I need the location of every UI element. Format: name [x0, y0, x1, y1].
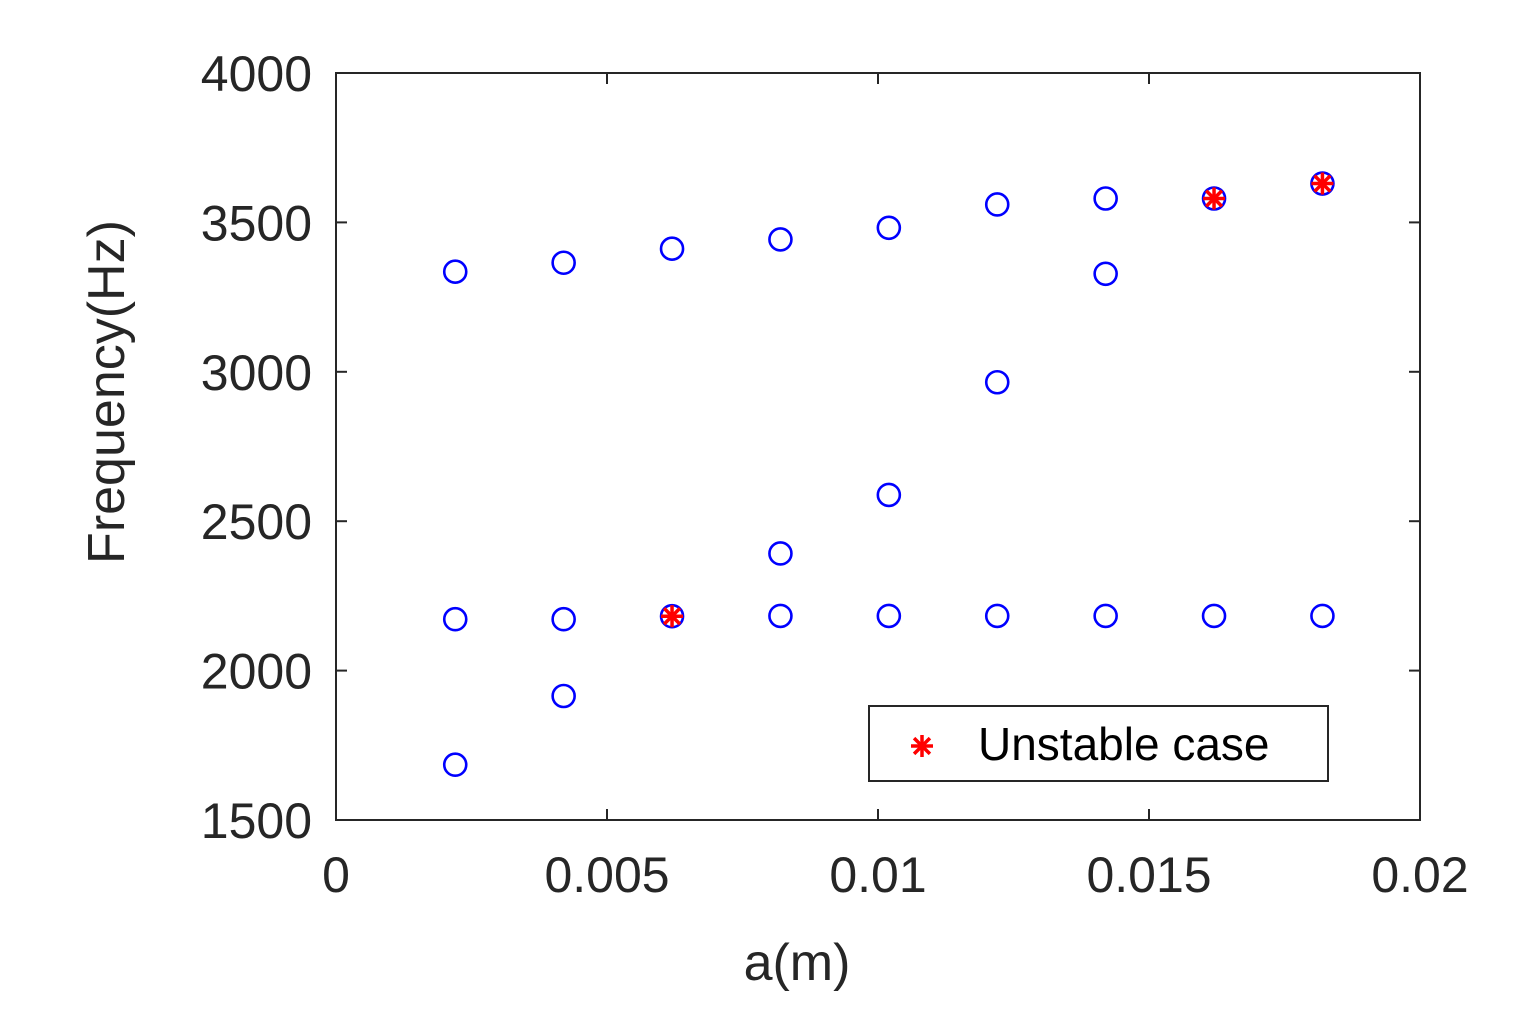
y-tick-label: 3000	[201, 345, 312, 401]
data-point-circle	[1310, 603, 1335, 629]
data-point-circle	[768, 541, 793, 566]
data-point-circle	[551, 606, 576, 632]
legend-label: Unstable case	[978, 718, 1270, 770]
data-point-circle	[1093, 186, 1118, 211]
y-tick-label: 2000	[201, 644, 312, 700]
legend-asterisk-icon	[911, 735, 933, 757]
x-tick-label: 0.01	[829, 847, 926, 903]
x-tick-label: 0.015	[1086, 847, 1211, 903]
data-point-asterisk	[1203, 187, 1226, 210]
data-point-circle	[768, 603, 793, 629]
data-point-circle	[876, 603, 902, 629]
x-tick-label: 0.02	[1371, 847, 1468, 903]
data-point-asterisk	[661, 605, 684, 628]
data-point-circle	[442, 259, 468, 285]
data-point-circle	[984, 192, 1010, 217]
y-tick-label: 4000	[201, 46, 312, 102]
data-point-circle	[1093, 603, 1118, 629]
data-point-circle	[551, 250, 576, 276]
data-point-circle	[984, 369, 1010, 395]
y-axis: 1500 2000 2500 3000 3500 4000	[201, 46, 1420, 849]
data-point-circle	[1201, 603, 1227, 629]
data-point-circle	[984, 603, 1010, 629]
x-tick-label: 0	[322, 847, 350, 903]
data-point-asterisk	[1311, 172, 1334, 195]
data-point-circle	[659, 236, 685, 261]
y-axis-title: Frequency(Hz)	[78, 220, 136, 564]
data-point-circle	[442, 606, 468, 632]
y-tick-label: 3500	[201, 195, 312, 251]
legend: Unstable case	[868, 705, 1329, 782]
data-point-circle	[1093, 261, 1118, 287]
data-point-circle	[876, 482, 902, 508]
data-point-circle	[768, 227, 793, 252]
x-axis-title: a(m)	[744, 934, 851, 992]
y-tick-label: 2500	[201, 494, 312, 550]
x-axis: 0 0.005 0.01 0.015 0.02	[322, 73, 1469, 903]
data-point-circle	[442, 752, 468, 778]
data-point-circle	[876, 215, 902, 241]
legend-box	[868, 705, 1329, 782]
data-point-circle	[551, 683, 576, 709]
x-tick-label: 0.005	[544, 847, 669, 903]
y-tick-label: 1500	[201, 793, 312, 849]
legend-asterisk	[911, 735, 933, 757]
data-points	[442, 171, 1335, 778]
